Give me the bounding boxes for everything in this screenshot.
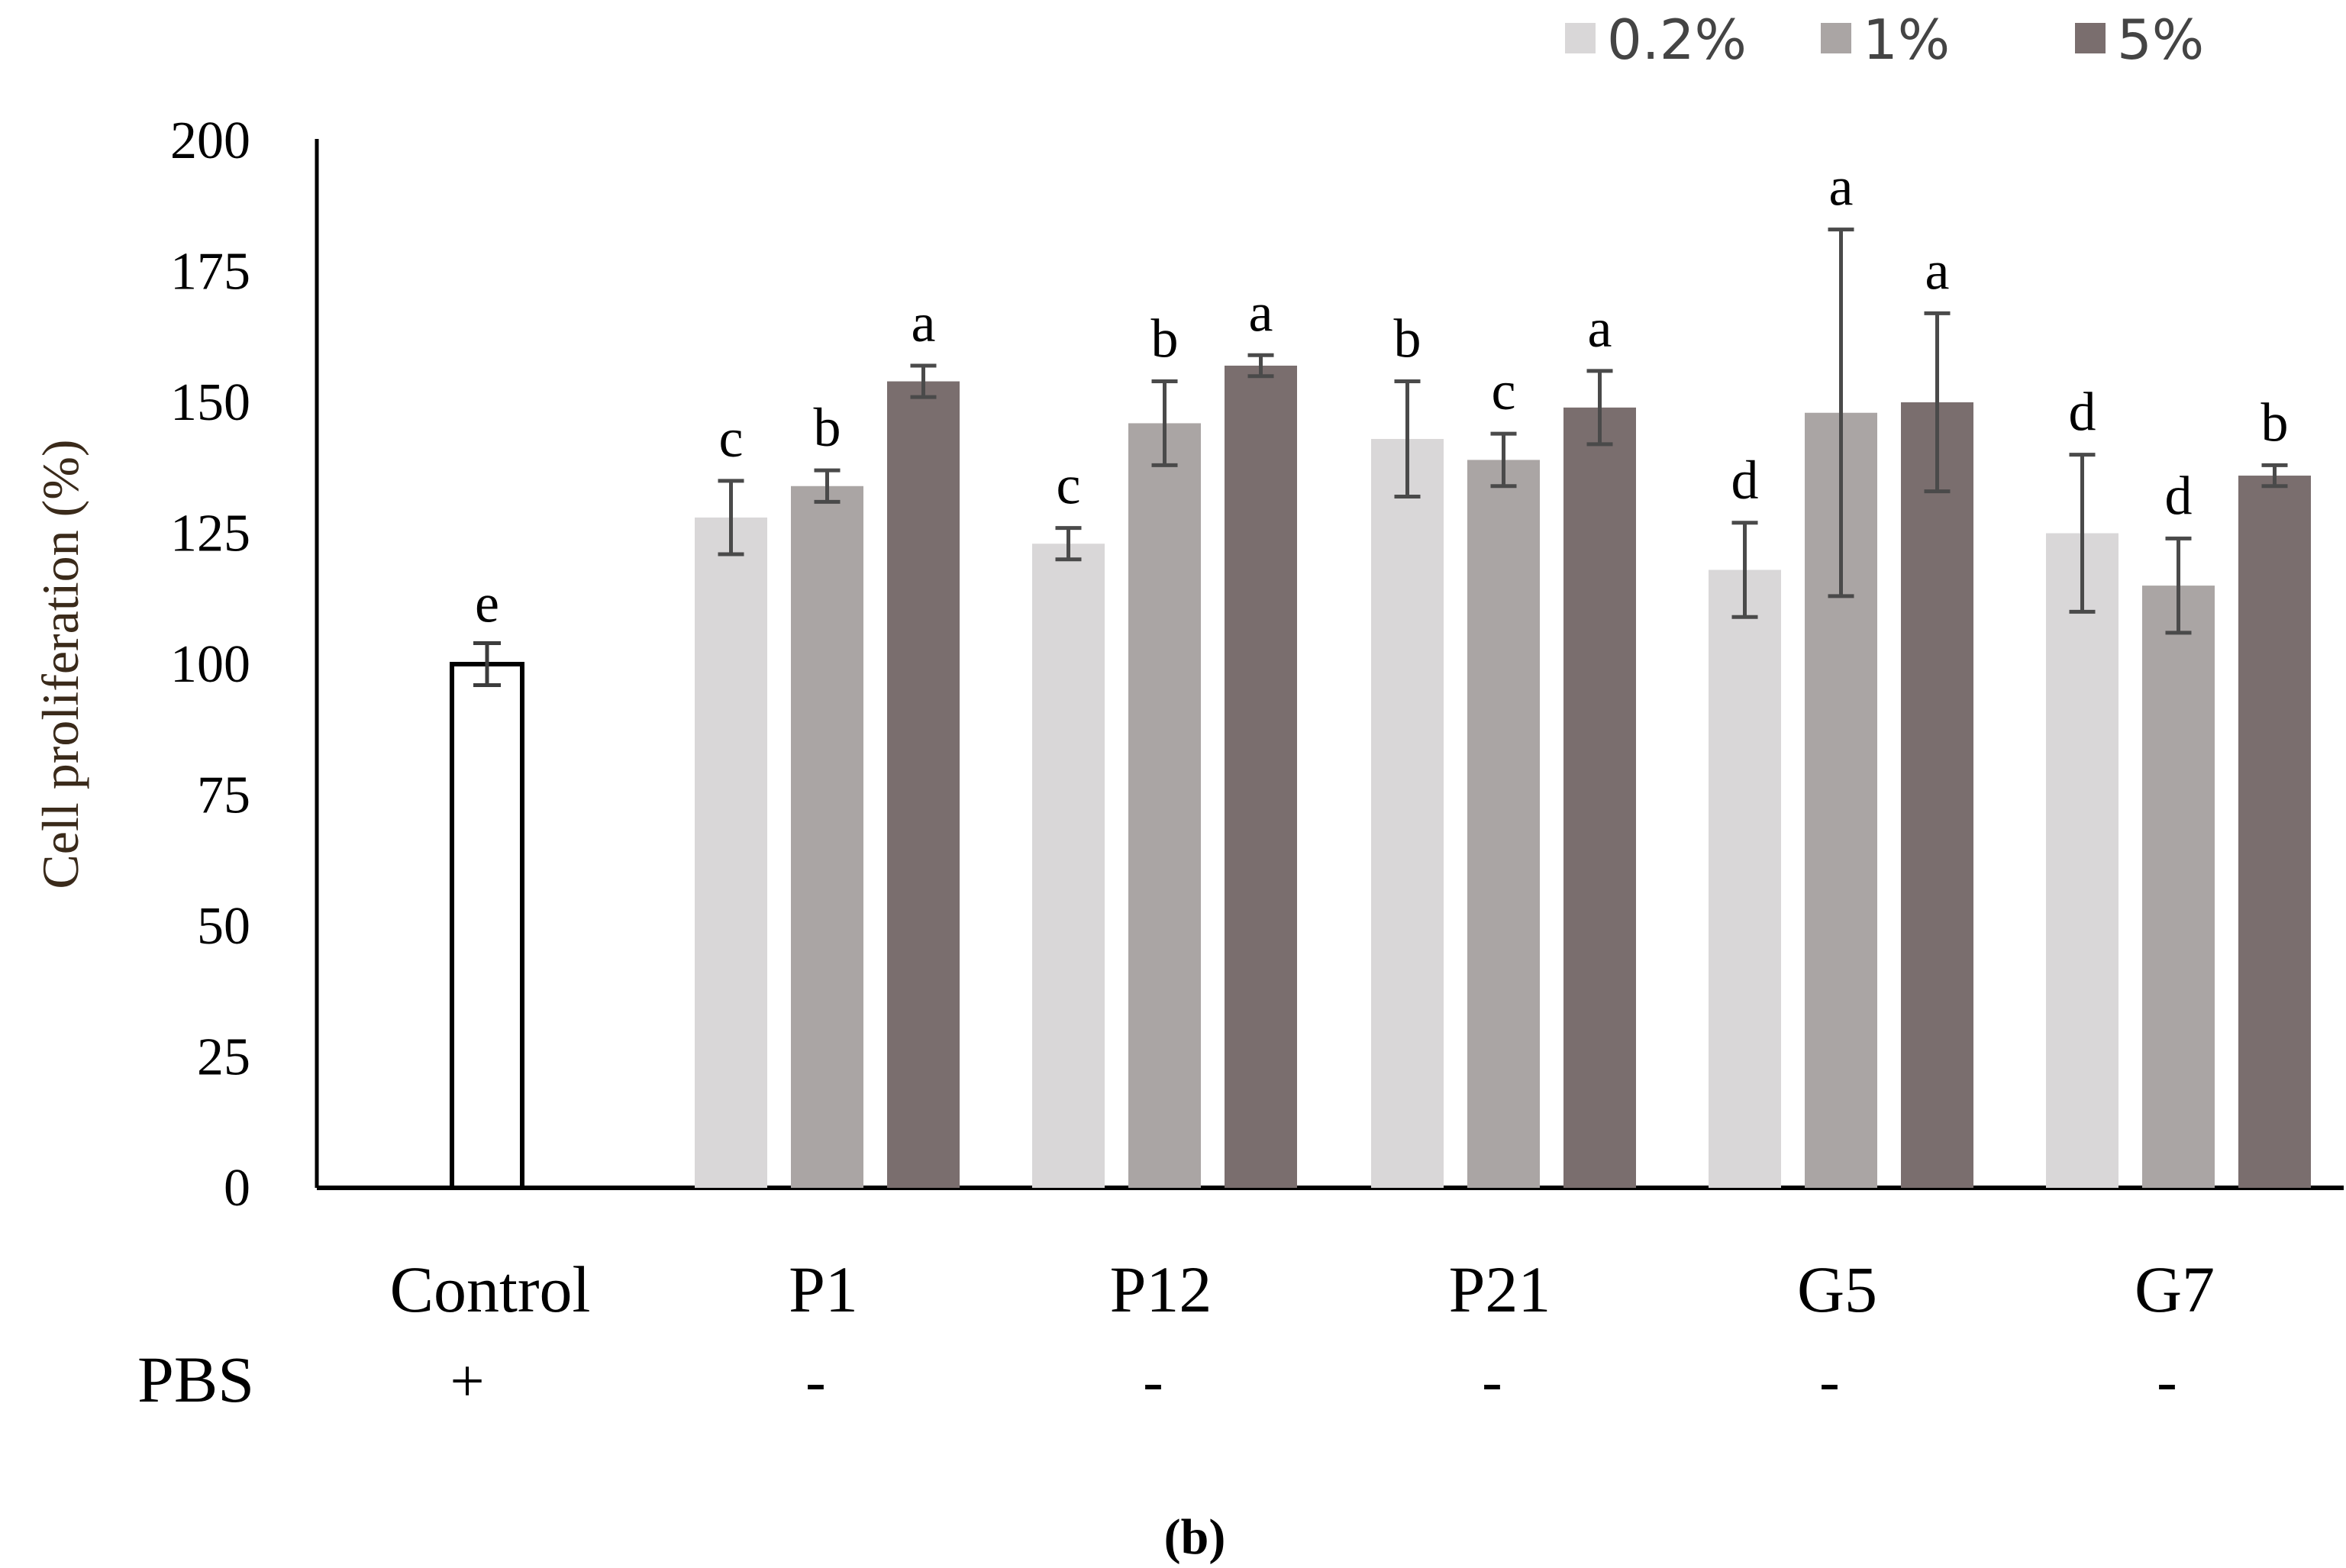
significance-letter: d xyxy=(2069,382,2096,443)
x-category-label: P21 xyxy=(1449,1253,1551,1326)
significance-letter: c xyxy=(719,408,744,469)
significance-letter: b xyxy=(814,397,841,458)
significance-letter: a xyxy=(1588,298,1612,359)
x-category-label: P12 xyxy=(1110,1253,1212,1326)
significance-letter: b xyxy=(2261,392,2289,453)
bar-P12-5% xyxy=(1225,365,1297,1189)
significance-letter: a xyxy=(1925,240,1950,301)
significance-letter: a xyxy=(1829,156,1854,218)
significance-letter: c xyxy=(1492,360,1516,421)
x-category-label: G5 xyxy=(1797,1253,1877,1326)
legend-label-5%: 5% xyxy=(2117,8,2204,72)
pbs-value: - xyxy=(1143,1348,1163,1415)
pbs-value: - xyxy=(1482,1348,1502,1415)
legend-swatch-5% xyxy=(2075,23,2106,53)
figure-label: (b) xyxy=(1164,1509,1226,1565)
bar-P21-5% xyxy=(1563,407,1636,1188)
pbs-row-label: PBS xyxy=(137,1343,254,1416)
bar-P21-0.2% xyxy=(1371,439,1444,1188)
legend-label-0.2%: 0.2% xyxy=(1607,8,1747,72)
x-category-label: P1 xyxy=(789,1253,858,1326)
significance-letter: d xyxy=(1731,450,1759,511)
legend-label-1%: 1% xyxy=(1863,8,1950,72)
y-tick-label: 50 xyxy=(197,897,250,956)
bar-G7-0.2% xyxy=(2046,533,2118,1188)
bar-P1-0.2% xyxy=(695,517,767,1188)
significance-letter: a xyxy=(1249,282,1273,343)
y-tick-label: 100 xyxy=(170,635,250,694)
x-category-label: G7 xyxy=(2135,1253,2215,1326)
bar-G7-1% xyxy=(2142,586,2215,1188)
y-tick-label: 75 xyxy=(197,766,250,825)
bar-P12-0.2% xyxy=(1032,544,1105,1188)
pbs-value: - xyxy=(2157,1348,2177,1415)
x-category-label: Control xyxy=(390,1253,591,1326)
axes-layer xyxy=(315,139,2344,1190)
bars-layer xyxy=(450,227,2311,1190)
bar-P1-1% xyxy=(791,486,863,1188)
y-tick-label: 175 xyxy=(170,243,250,302)
legend-swatch-0.2% xyxy=(1565,23,1596,53)
bar-G5-5% xyxy=(1901,402,1973,1188)
pbs-value: + xyxy=(450,1348,484,1415)
pbs-value: - xyxy=(1819,1348,1840,1415)
control-significance-letter: e xyxy=(475,573,499,634)
significance-letter: d xyxy=(2165,465,2193,526)
y-tick-label: 125 xyxy=(170,505,250,563)
legend-swatch-1% xyxy=(1821,23,1851,53)
y-axis-title: Cell proliferation (%) xyxy=(31,439,89,889)
labels-layer: 0 25 50 75 100 125 150 175 200 Cell proliferation… xyxy=(31,111,2289,1416)
significance-letter: c xyxy=(1057,455,1081,516)
significance-letter: a xyxy=(912,292,936,353)
y-tick-label: 25 xyxy=(197,1028,250,1087)
pbs-value: - xyxy=(805,1348,826,1415)
bar-P12-1% xyxy=(1128,423,1201,1188)
significance-letter: b xyxy=(1394,308,1421,369)
control-bar xyxy=(450,662,524,1190)
significance-letter: b xyxy=(1151,308,1179,369)
legend: 0.2% 1% 5% xyxy=(1565,8,2204,72)
bar-P21-1% xyxy=(1467,460,1540,1188)
bar-P1-5% xyxy=(887,381,960,1188)
y-tick-label: 150 xyxy=(170,373,250,432)
bar-G7-5% xyxy=(2238,476,2311,1188)
y-tick-label: 200 xyxy=(170,111,250,170)
y-tick-label: 0 xyxy=(224,1159,250,1218)
bar-G5-0.2% xyxy=(1709,569,1781,1188)
